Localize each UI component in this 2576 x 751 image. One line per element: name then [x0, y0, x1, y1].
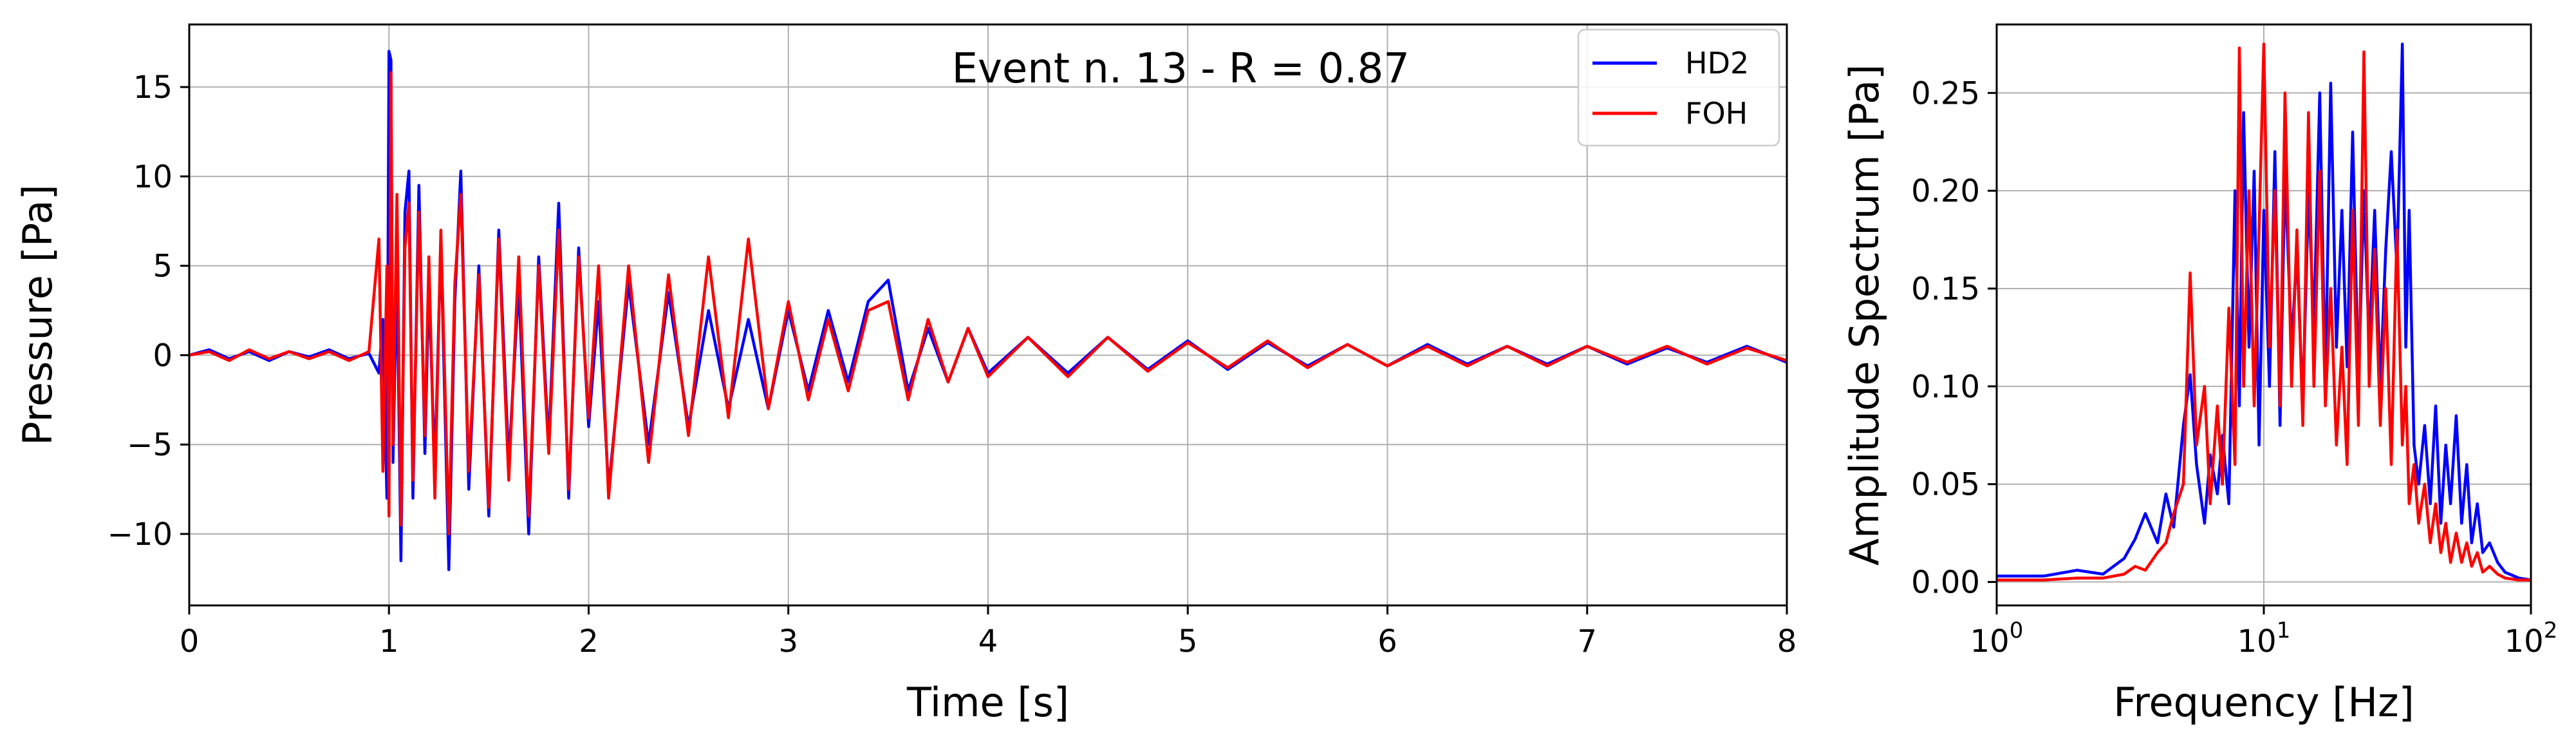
time-y-axis-label: Pressure [Pa]: [14, 184, 61, 445]
x-tick-label: 102: [2505, 618, 2558, 660]
legend-label-hd2: HD2: [1685, 46, 1749, 81]
spectrum-x-axis-label: Frequency [Hz]: [2113, 679, 2414, 726]
y-tick-label: −10: [107, 517, 173, 553]
legend: HD2 FOH: [1577, 28, 1780, 147]
x-tick-label: 100: [1970, 618, 2024, 660]
x-tick-label: 1: [379, 623, 399, 660]
y-tick-label: 0.05: [1911, 467, 1980, 503]
y-tick-label: 0.20: [1911, 173, 1980, 209]
spectrum-plot-frame: [1995, 23, 2532, 607]
y-tick-label: 10: [133, 159, 173, 195]
legend-box: [1577, 28, 1780, 147]
series-line-hd2: [189, 50, 1787, 571]
series-line-foh: [1997, 43, 2531, 582]
x-tick-label: 6: [1377, 623, 1397, 660]
y-tick-label: 0.15: [1911, 271, 1980, 307]
legend-label-foh: FOH: [1685, 96, 1748, 131]
spectrum-lines: [1997, 43, 2532, 582]
time-plot-frame: [188, 23, 1788, 607]
x-tick-label: 3: [778, 623, 798, 660]
y-tick-label: 0.10: [1911, 369, 1980, 405]
y-tick-label: 15: [133, 70, 173, 106]
x-tick-label: 7: [1577, 623, 1597, 660]
spectrum-y-axis-label: Amplitude Spectrum [Pa]: [1841, 64, 1888, 566]
y-tick-label: −5: [127, 427, 173, 463]
y-tick-label: 0: [153, 337, 173, 374]
time-axis-ticks: 0 1 2 3 4 5 6 7 8 −10 −5 0 5 10 15: [107, 70, 1797, 660]
x-tick-label: 0: [180, 623, 200, 660]
spectrum-panel: 100 101 102 0.00 0.05 0.10 0.15 0.20 0.25 Freque…: [1841, 23, 2557, 726]
x-tick-label: 4: [978, 623, 998, 660]
event-annotation: Event n. 13 - R = 0.87: [952, 45, 1410, 93]
x-tick-label: 5: [1178, 623, 1198, 660]
x-tick-label: 101: [2237, 618, 2291, 660]
time-series-panel: 0 1 2 3 4 5 6 7 8 −10 −5 0 5 10 15 Event n. 13 - R = 0…: [14, 23, 1797, 726]
y-tick-label: 0.25: [1911, 75, 1980, 111]
time-series-lines: [189, 50, 1787, 571]
series-line-foh: [189, 71, 1787, 536]
y-tick-label: 5: [153, 249, 173, 285]
time-x-axis-label: Time [s]: [906, 679, 1069, 726]
spectrum-axis-ticks: 100 101 102 0.00 0.05 0.10 0.15 0.20 0.25: [1911, 75, 2557, 660]
y-tick-label: 0.00: [1911, 565, 1980, 601]
x-tick-label: 8: [1777, 623, 1797, 660]
x-tick-label: 2: [579, 623, 599, 660]
